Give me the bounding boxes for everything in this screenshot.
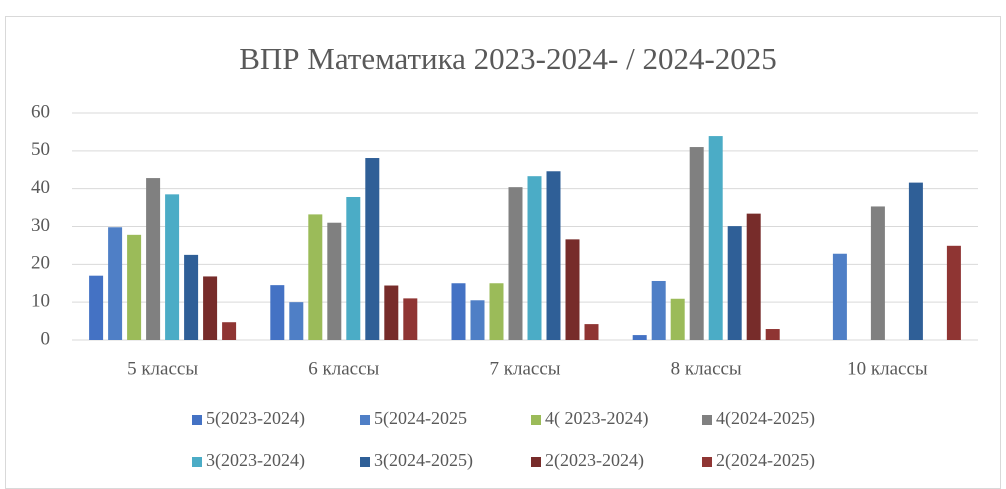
bar [832, 253, 847, 340]
bar [727, 226, 742, 340]
legend-label: 2(2023-2024) [545, 450, 644, 471]
y-tick-label: 50 [31, 139, 50, 160]
bar [565, 239, 580, 340]
bar [384, 285, 399, 340]
bar [222, 322, 237, 340]
bar [308, 214, 323, 340]
bar [289, 302, 304, 340]
y-tick-label: 30 [31, 215, 50, 236]
y-tick-label: 40 [31, 177, 50, 198]
bar [165, 194, 180, 340]
bar [127, 234, 142, 340]
bar [689, 147, 704, 340]
bar [403, 298, 418, 340]
legend-label: 4(2024-2025) [716, 408, 815, 429]
bar [451, 283, 466, 340]
bar [203, 276, 218, 340]
legend-label: 5(2023-2024) [206, 408, 305, 429]
bar [470, 300, 485, 340]
bar [527, 176, 542, 340]
y-tick-label: 0 [41, 328, 51, 349]
legend-label: 5(2024-2025 [374, 408, 467, 429]
x-tick-label: 6 классы [308, 358, 379, 379]
legend-swatch [360, 457, 370, 467]
bar [184, 254, 199, 340]
bar [89, 275, 104, 340]
bar [746, 213, 761, 340]
bar [270, 285, 285, 340]
legend-label: 3(2024-2025) [374, 450, 473, 471]
bar [708, 136, 723, 340]
legend-label: 2(2024-2025) [716, 450, 815, 471]
x-tick-label: 7 классы [489, 358, 560, 379]
bar [108, 227, 123, 340]
bar [546, 171, 561, 340]
bar [508, 187, 523, 340]
x-tick-label: 10 классы [847, 358, 928, 379]
bar [365, 158, 380, 340]
bar [908, 182, 923, 340]
y-tick-label: 10 [31, 291, 50, 312]
bar [584, 324, 599, 340]
y-tick-label: 60 [31, 101, 50, 122]
bar [327, 222, 342, 340]
legend-label: 4( 2023-2024) [545, 408, 648, 429]
x-tick-label: 5 классы [127, 358, 198, 379]
bar [146, 178, 161, 340]
bar [870, 206, 885, 340]
legend-swatch [192, 415, 202, 425]
bar [765, 329, 780, 340]
legend-swatch [531, 415, 541, 425]
bar [632, 335, 647, 340]
legend-swatch [702, 457, 712, 467]
chart-title: ВПР Математика 2023-2024- / 2024-2025 [239, 41, 777, 76]
x-tick-label: 8 классы [671, 358, 742, 379]
legend-swatch [192, 457, 202, 467]
y-tick-label: 20 [31, 253, 50, 274]
bar [946, 245, 961, 340]
legend-swatch [702, 415, 712, 425]
legend-swatch [360, 415, 370, 425]
legend-swatch [531, 457, 541, 467]
bar [670, 298, 685, 340]
bar [651, 280, 666, 340]
bar [489, 283, 504, 340]
bar [346, 196, 361, 340]
legend-label: 3(2023-2024) [206, 450, 305, 471]
